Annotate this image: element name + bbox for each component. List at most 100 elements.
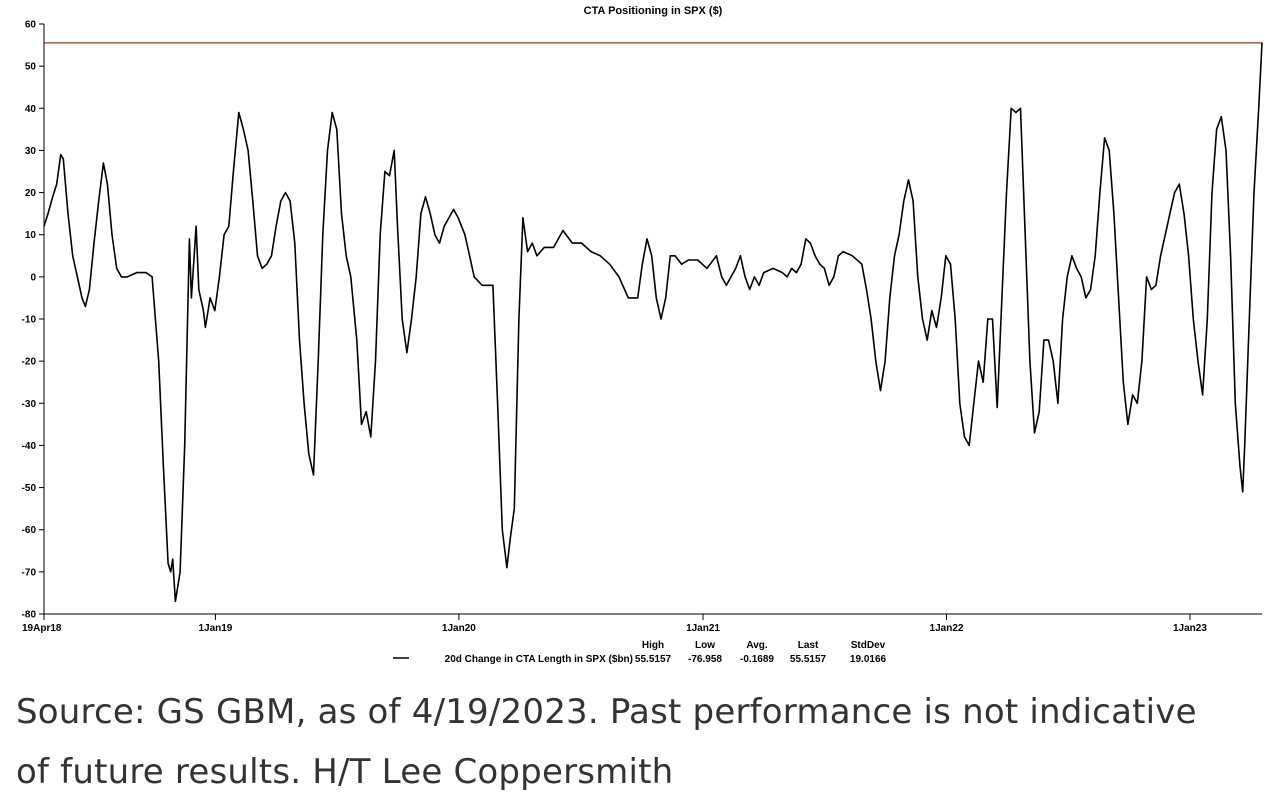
data-point — [1019, 107, 1022, 109]
data-point — [360, 423, 363, 425]
data-point — [706, 267, 708, 269]
data-point — [396, 225, 399, 227]
data-point — [1080, 276, 1082, 278]
data-point — [963, 436, 966, 438]
y-tick-label: -40 — [22, 441, 37, 452]
data-point — [167, 562, 169, 565]
data-point — [1192, 318, 1194, 320]
data-point — [322, 234, 324, 236]
data-point — [996, 406, 998, 409]
legend-stat-header: Low — [695, 640, 715, 651]
data-point — [457, 217, 459, 219]
data-point — [1216, 128, 1218, 130]
data-point — [308, 453, 310, 455]
data-point — [987, 318, 989, 320]
data-point — [393, 149, 395, 151]
data-point — [800, 263, 802, 265]
data-point — [1076, 267, 1078, 269]
data-point — [590, 251, 592, 253]
data-point — [837, 255, 840, 257]
data-point — [1183, 213, 1185, 215]
data-point — [1150, 288, 1152, 291]
data-point — [851, 255, 854, 257]
data-point — [151, 276, 153, 278]
data-point — [931, 310, 933, 312]
data-point — [823, 267, 826, 269]
data-point — [469, 255, 471, 257]
data-point — [1164, 234, 1166, 236]
data-point — [429, 213, 431, 215]
data-point — [162, 465, 164, 468]
data-point — [202, 310, 204, 312]
data-point — [1001, 297, 1003, 299]
caption-line-1: Source: GS GBM, as of 4/19/2023. Past pe… — [16, 692, 1197, 732]
data-point — [388, 175, 391, 177]
data-point — [1090, 288, 1092, 291]
data-point — [1160, 255, 1162, 257]
data-point — [543, 246, 545, 248]
x-tick-label: 1Jan19 — [198, 623, 232, 634]
data-point — [1122, 381, 1124, 383]
data-point — [627, 297, 629, 299]
data-point — [518, 318, 520, 320]
data-point — [1202, 394, 1204, 396]
data-point — [379, 234, 381, 236]
series-group — [43, 42, 1263, 603]
data-point — [1033, 432, 1036, 434]
data-point — [763, 272, 765, 274]
data-point — [238, 111, 240, 114]
data-point — [204, 326, 206, 328]
data-point — [791, 267, 793, 269]
y-tick-label: -60 — [22, 525, 37, 536]
y-tick-label: -70 — [22, 567, 37, 578]
data-point — [875, 360, 877, 362]
data-point — [370, 436, 372, 438]
data-point — [758, 284, 760, 286]
data-point — [531, 242, 533, 244]
data-point — [98, 200, 100, 202]
data-point — [1261, 42, 1263, 44]
data-point — [536, 255, 538, 257]
data-point — [190, 297, 192, 299]
data-point — [982, 381, 984, 383]
data-point — [1005, 192, 1008, 194]
chart-title: CTA Positioning in SPX ($) — [584, 5, 723, 17]
data-point — [1146, 276, 1148, 278]
y-tick-label: -20 — [22, 357, 37, 368]
data-point — [879, 390, 882, 392]
data-point — [805, 238, 807, 240]
data-point — [1094, 255, 1096, 257]
y-tick-label: -50 — [22, 483, 37, 494]
data-point — [497, 402, 499, 404]
data-point — [218, 276, 220, 278]
data-point — [1104, 137, 1106, 139]
data-point — [67, 213, 69, 215]
data-point — [735, 267, 737, 269]
data-point — [56, 183, 58, 185]
data-point — [917, 276, 919, 278]
data-point — [228, 225, 230, 227]
data-point — [284, 192, 287, 194]
data-point — [1211, 192, 1213, 194]
data-point — [120, 276, 122, 278]
data-point — [907, 179, 910, 181]
data-point — [744, 276, 746, 278]
data-point — [641, 263, 643, 265]
data-point — [715, 255, 718, 257]
data-point — [294, 242, 296, 244]
data-point — [637, 297, 639, 299]
data-point — [991, 318, 994, 320]
data-point — [1062, 318, 1064, 320]
data-point — [809, 242, 812, 244]
data-point — [1015, 111, 1017, 114]
data-point — [374, 360, 377, 362]
data-point — [1136, 402, 1138, 404]
data-point — [1244, 444, 1246, 446]
data-point — [247, 149, 249, 151]
series-line — [43, 42, 1263, 603]
data-point — [93, 242, 95, 244]
data-point — [1239, 465, 1241, 468]
data-point — [527, 251, 529, 253]
data-point — [940, 297, 942, 299]
data-point — [303, 402, 305, 404]
